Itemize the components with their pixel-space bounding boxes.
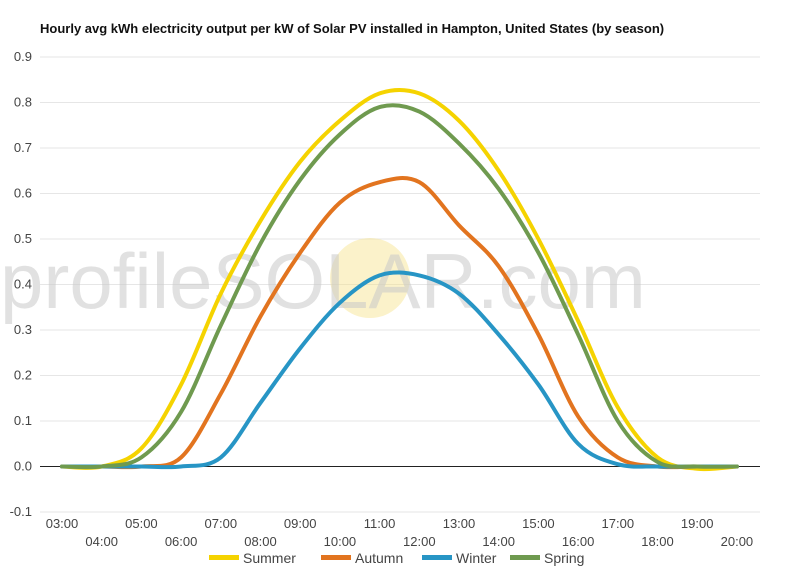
legend-item-winter[interactable]: Winter xyxy=(422,550,497,566)
legend-label: Autumn xyxy=(355,550,403,566)
legend-item-summer[interactable]: Summer xyxy=(209,550,296,566)
x-tick-label: 14:00 xyxy=(482,534,515,549)
series-lines xyxy=(60,87,739,472)
y-tick-label: 0.3 xyxy=(14,322,32,337)
x-tick-label: 13:00 xyxy=(443,516,476,531)
x-tick-label: 08:00 xyxy=(244,534,277,549)
y-tick-label: 0.0 xyxy=(14,459,32,474)
y-tick-label: 0.6 xyxy=(14,186,32,201)
legend[interactable]: Summer Autumn Winter Spring xyxy=(209,550,584,566)
x-tick-label: 17:00 xyxy=(602,516,635,531)
series-line-winter[interactable] xyxy=(60,270,739,470)
y-tick-label: 0.9 xyxy=(14,49,32,64)
y-axis-ticks: -0.1 0.0 0.1 0.2 0.3 0.4 0.5 0.6 0.7 0.8 0.9 xyxy=(10,49,32,519)
x-tick-label: 20:00 xyxy=(721,534,754,549)
y-tick-label: 0.4 xyxy=(14,277,32,292)
watermark: profileSOLAR.com xyxy=(0,237,646,325)
y-tick-label: 0.7 xyxy=(14,140,32,155)
series-line-summer[interactable] xyxy=(60,87,739,472)
series-line-spring[interactable] xyxy=(60,103,739,470)
legend-swatch xyxy=(321,555,351,560)
chart-title: Hourly avg kWh electricity output per kW… xyxy=(40,21,664,36)
x-tick-label: 05:00 xyxy=(125,516,158,531)
x-tick-label: 07:00 xyxy=(205,516,238,531)
legend-label: Spring xyxy=(544,550,584,566)
x-tick-label: 09:00 xyxy=(284,516,317,531)
x-tick-label: 06:00 xyxy=(165,534,198,549)
legend-swatch xyxy=(422,555,452,560)
legend-item-spring[interactable]: Spring xyxy=(510,550,584,566)
y-tick-label: 0.2 xyxy=(14,368,32,383)
x-tick-label: 12:00 xyxy=(403,534,436,549)
legend-swatch xyxy=(209,555,239,560)
x-tick-label: 18:00 xyxy=(641,534,674,549)
x-tick-label: 04:00 xyxy=(85,534,118,549)
x-tick-label: 19:00 xyxy=(681,516,714,531)
x-tick-label: 10:00 xyxy=(324,534,357,549)
y-tick-label: 0.1 xyxy=(14,413,32,428)
legend-label: Summer xyxy=(243,550,296,566)
x-tick-label: 11:00 xyxy=(364,516,396,531)
x-axis-ticks: 03:00 04:00 05:00 06:00 07:00 08:00 09:00 10:00… xyxy=(46,516,753,549)
legend-label: Winter xyxy=(456,550,497,566)
y-tick-label: -0.1 xyxy=(10,504,32,519)
x-tick-label: 03:00 xyxy=(46,516,79,531)
x-tick-label: 16:00 xyxy=(562,534,595,549)
watermark-text: profileSOLAR.com xyxy=(0,237,646,325)
y-tick-label: 0.8 xyxy=(14,95,32,110)
series-line-autumn[interactable] xyxy=(60,176,739,470)
legend-item-autumn[interactable]: Autumn xyxy=(321,550,403,566)
x-tick-label: 15:00 xyxy=(522,516,555,531)
y-tick-label: 0.5 xyxy=(14,231,32,246)
legend-swatch xyxy=(510,555,540,560)
